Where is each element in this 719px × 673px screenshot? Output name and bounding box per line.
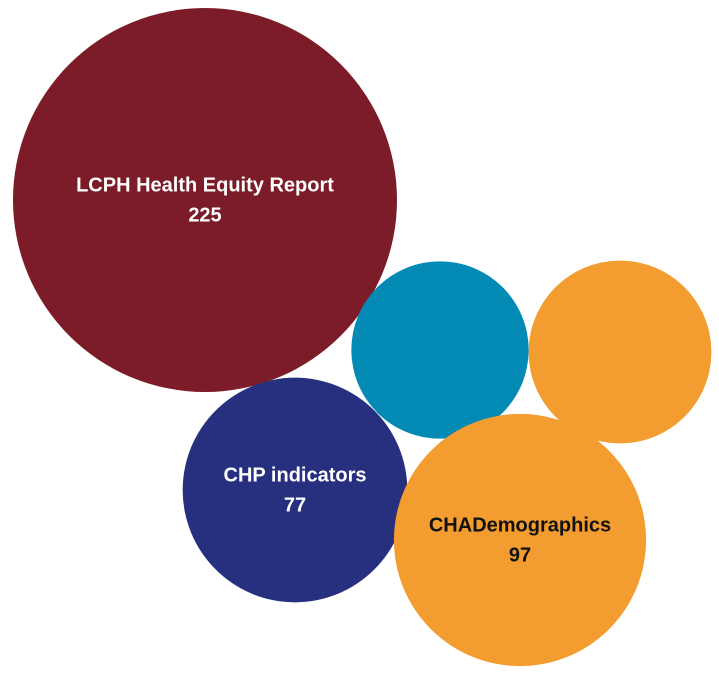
bubble-label: CHP indicators [224,464,367,486]
bubble [351,261,529,439]
bubble-value: 97 [509,544,531,566]
bubble-value: 225 [188,204,221,226]
bubble [528,260,712,444]
bubble-value: 77 [284,494,306,516]
bubble-label: LCPH Health Equity Report [76,174,334,196]
bubble-label: CHADemographics [429,514,611,536]
bubble [393,413,647,667]
bubble [13,8,397,392]
bubble [182,377,408,603]
